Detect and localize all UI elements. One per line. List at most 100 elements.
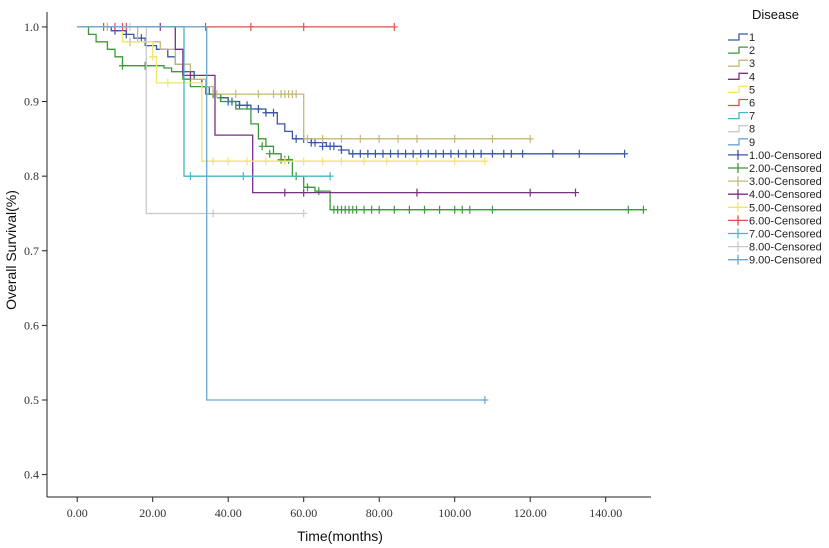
x-tick-label: 0.00 — [67, 506, 88, 520]
censor-mark-1 — [519, 149, 527, 158]
censor-mark-8 — [209, 209, 217, 218]
censor-mark-3 — [270, 90, 277, 99]
series-line-4 — [77, 26, 576, 194]
y-tick-label: 0.7 — [24, 244, 39, 258]
x-tick-label: 40.00 — [215, 506, 242, 520]
censor-mark-2 — [375, 205, 383, 214]
censor-mark-2 — [421, 205, 428, 214]
censor-mark-3 — [337, 134, 345, 143]
censor-mark-2 — [639, 205, 647, 214]
censor-mark-2 — [390, 205, 398, 214]
legend-entry: 5 — [749, 84, 755, 96]
legend-entry: 9.00-Censored — [749, 255, 822, 267]
series-line-9 — [77, 26, 485, 401]
censor-mark-2 — [488, 205, 496, 214]
censor-mark-1 — [319, 142, 327, 151]
legend-entry: 1.00-Censored — [749, 150, 822, 162]
legend-entry: 9 — [749, 137, 755, 149]
legend-entry: 3 — [749, 58, 755, 70]
legend-entry: 2.00-Censored — [749, 163, 822, 175]
y-tick-label: 0.8 — [24, 169, 39, 183]
censor-mark-1 — [454, 149, 462, 158]
censor-mark-1 — [507, 149, 515, 158]
censor-mark-1 — [470, 149, 478, 158]
censor-mark-1 — [254, 105, 262, 113]
censor-mark-4 — [186, 71, 194, 80]
x-axis: 0.00 20.00 40.00 60.00 80.00 100.00 120.00 140.… — [67, 497, 622, 520]
censor-mark-3 — [254, 90, 262, 99]
censor-mark-1 — [549, 149, 557, 158]
censor-mark-1 — [337, 146, 345, 155]
censor-mark-1 — [462, 149, 470, 158]
series-line-5 — [77, 26, 485, 162]
censor-mark-1 — [122, 30, 130, 39]
x-axis-label: Time(months) — [297, 528, 383, 544]
legend-swatch-censored-1 — [728, 149, 748, 160]
censor-mark-6 — [390, 22, 398, 31]
legend-swatch-censored-5 — [728, 202, 748, 213]
censor-mark-2 — [285, 155, 293, 164]
censor-mark-1 — [371, 149, 379, 158]
censor-mark-3 — [451, 134, 459, 143]
y-tick-label: 0.9 — [24, 95, 39, 109]
censor-mark-5 — [360, 157, 368, 166]
legend-entry: 4.00-Censored — [749, 189, 822, 201]
legend-swatch-7 — [728, 111, 748, 120]
censor-mark-1 — [364, 149, 372, 158]
censor-mark-5 — [413, 157, 421, 166]
censor-mark-7 — [326, 172, 334, 181]
censor-mark-2 — [303, 183, 311, 192]
censor-mark-1 — [409, 149, 417, 158]
censor-mark-1 — [356, 149, 364, 158]
y-tick-label: 0.5 — [24, 393, 39, 407]
censor-mark-1 — [500, 149, 508, 158]
x-tick-label: 20.00 — [139, 506, 166, 520]
legend-swatch-5 — [728, 85, 748, 94]
legend-entry: 5.00-Censored — [749, 202, 822, 214]
censor-mark-2 — [458, 205, 466, 214]
censor-mark-2 — [368, 205, 376, 214]
censor-mark-1 — [387, 149, 395, 158]
censor-mark-6 — [247, 22, 255, 31]
legend-entry: 7.00-Censored — [749, 229, 822, 241]
x-tick-label: 100.00 — [438, 506, 471, 520]
censor-mark-9 — [481, 396, 489, 404]
censor-mark-1 — [488, 149, 496, 158]
x-tick-label: 120.00 — [514, 506, 547, 520]
legend-swatch-censored-4 — [728, 189, 748, 200]
legend-swatch-4 — [728, 72, 748, 80]
censor-mark-2 — [141, 61, 149, 70]
series-line-1 — [77, 26, 625, 155]
censor-mark-1 — [292, 134, 300, 143]
legend-swatch-1 — [728, 33, 748, 41]
legend-entry: 8 — [749, 124, 755, 136]
censor-mark-3 — [375, 134, 383, 143]
censor-mark-2 — [266, 149, 274, 158]
censor-mark-4 — [413, 188, 421, 197]
censor-mark-1 — [236, 101, 244, 110]
censor-mark-2 — [436, 205, 444, 214]
censor-mark-3 — [526, 134, 534, 143]
censor-mark-2 — [119, 61, 126, 70]
legend-swatch-9 — [728, 138, 748, 146]
series-line-8 — [77, 26, 304, 215]
legend-swatch-censored-6 — [728, 215, 748, 226]
censor-mark-3 — [394, 134, 402, 143]
legend-swatch-2 — [728, 46, 748, 54]
censor-mark-2 — [466, 205, 474, 214]
censor-mark-1 — [417, 149, 425, 158]
censor-mark-4 — [281, 188, 289, 197]
censor-mark-7 — [239, 172, 247, 181]
censor-mark-5 — [383, 157, 391, 166]
legend-swatch-censored-7 — [728, 228, 748, 239]
legend-entry: 8.00-Censored — [749, 242, 822, 254]
x-tick-label: 140.00 — [589, 506, 622, 520]
censor-mark-5 — [481, 157, 489, 166]
censor-mark-1 — [575, 149, 583, 158]
censor-mark-1 — [424, 149, 432, 158]
censor-mark-2 — [353, 205, 361, 214]
censor-mark-1 — [262, 108, 270, 117]
censor-mark-4 — [526, 188, 534, 197]
